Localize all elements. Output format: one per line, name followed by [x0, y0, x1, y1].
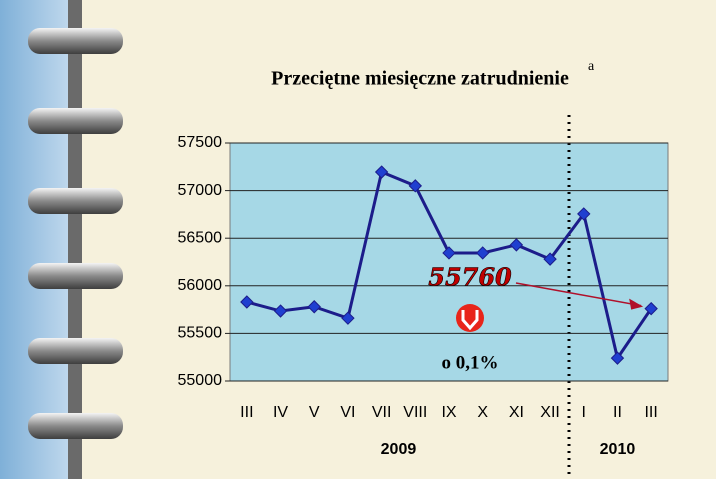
y-tick-label: 57500 — [178, 134, 223, 151]
y-tick-label: 55000 — [178, 372, 223, 389]
ring — [28, 108, 123, 134]
x-tick-label: VI — [340, 404, 355, 421]
chart-title: Przeciętne miesięczne zatrudnienie — [271, 68, 569, 90]
change-icon — [456, 304, 484, 332]
ring — [28, 188, 123, 214]
x-tick-label: IX — [441, 404, 456, 421]
page: Przeciętne miesięczne zatrudnienie a 550… — [0, 0, 716, 479]
title-note: a — [588, 59, 595, 74]
binding — [68, 0, 82, 479]
ring — [28, 263, 123, 289]
group-label: 2009 — [381, 441, 417, 458]
x-tick-label: III — [240, 404, 253, 421]
x-tick-label: XI — [509, 404, 524, 421]
x-tick-label: IV — [273, 404, 288, 421]
x-tick-label: I — [582, 404, 586, 421]
y-tick-label: 57000 — [178, 182, 223, 199]
chart: Przeciętne miesięczne zatrudnienie a 550… — [0, 0, 716, 479]
ring — [28, 338, 123, 364]
group-label: 2010 — [600, 441, 636, 458]
x-tick-label: II — [613, 404, 622, 421]
x-tick-label: XII — [540, 404, 560, 421]
x-tick-label: III — [644, 404, 657, 421]
x-tick-label: V — [309, 404, 320, 421]
change-label: o 0,1% — [442, 352, 499, 373]
x-tick-label: X — [477, 404, 488, 421]
y-tick-label: 55500 — [178, 325, 223, 342]
y-tick-label: 56500 — [178, 229, 223, 246]
x-tick-label: VIII — [403, 404, 427, 421]
y-tick-label: 56000 — [178, 277, 223, 294]
ring — [28, 413, 123, 439]
x-tick-label: VII — [372, 404, 392, 421]
ring — [28, 28, 123, 54]
callout-label: 55760 — [428, 263, 512, 292]
